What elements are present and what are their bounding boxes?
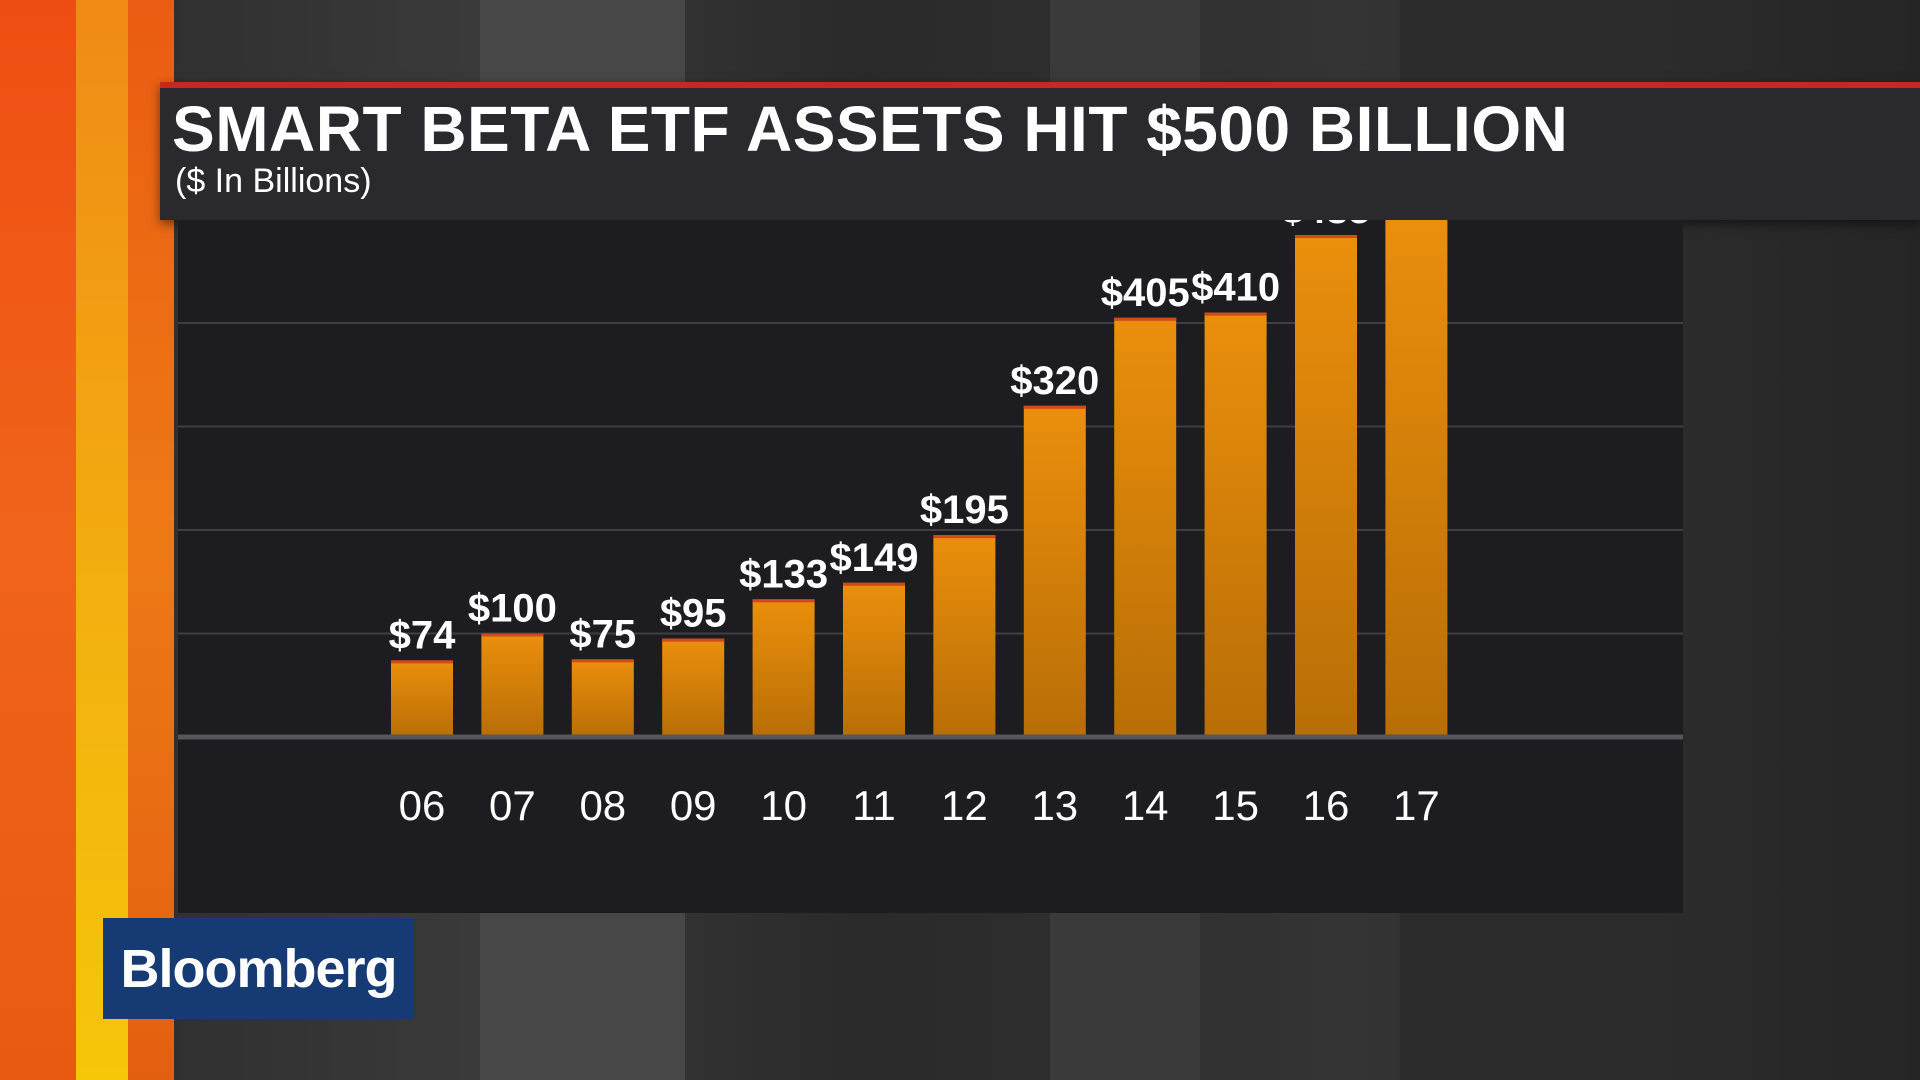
bar-top-edge-07 xyxy=(481,633,544,637)
bar-08 xyxy=(571,659,634,737)
bar-top-edge-09 xyxy=(662,638,725,642)
bar-09 xyxy=(662,638,725,737)
data-label-16: $485 xyxy=(1282,220,1371,232)
x-tick-label-06: 06 xyxy=(399,782,446,829)
data-label-09: $95 xyxy=(660,592,727,636)
bar-top-edge-15 xyxy=(1204,312,1267,316)
x-tick-label-17: 17 xyxy=(1393,782,1440,829)
data-label-08: $75 xyxy=(569,612,636,656)
bloomberg-logo: Bloomberg xyxy=(103,918,414,1019)
x-tick-label-13: 13 xyxy=(1031,782,1078,829)
chart-subtitle: ($ In Billions) xyxy=(175,162,372,200)
data-label-15: $410 xyxy=(1191,266,1280,310)
bar-16 xyxy=(1295,235,1357,737)
bar-top-edge-13 xyxy=(1023,405,1086,409)
bar-12 xyxy=(933,535,996,737)
bar-13 xyxy=(1023,405,1086,737)
bar-07 xyxy=(481,633,544,737)
x-tick-label-15: 15 xyxy=(1212,782,1259,829)
bar-15 xyxy=(1204,312,1267,737)
bar-top-edge-14 xyxy=(1114,317,1177,321)
x-tick-label-07: 07 xyxy=(489,782,536,829)
x-tick-label-16: 16 xyxy=(1303,782,1350,829)
data-label-07: $100 xyxy=(468,587,557,631)
bar-14 xyxy=(1114,317,1177,737)
bar-top-edge-16 xyxy=(1295,235,1357,239)
orange-stripe xyxy=(0,0,76,1080)
x-tick-label-10: 10 xyxy=(760,782,807,829)
bar-10 xyxy=(752,599,815,737)
yellow-stripe xyxy=(76,0,128,1080)
bar-top-edge-08 xyxy=(571,659,634,663)
data-label-11: $149 xyxy=(830,536,919,580)
x-tick-label-09: 09 xyxy=(670,782,717,829)
bar-11 xyxy=(843,582,905,737)
data-label-12: $195 xyxy=(920,488,1009,532)
x-tick-label-14: 14 xyxy=(1122,782,1169,829)
bar-06 xyxy=(391,660,453,737)
bar-top-edge-06 xyxy=(391,660,453,664)
data-label-14: $405 xyxy=(1101,271,1190,315)
bar-top-edge-11 xyxy=(843,582,905,586)
x-tick-label-12: 12 xyxy=(941,782,988,829)
x-tick-label-08: 08 xyxy=(579,782,626,829)
bar-17 xyxy=(1385,220,1448,737)
chart-title: SMART BETA ETF ASSETS HIT $500 BILLION xyxy=(172,93,1569,165)
data-label-10: $133 xyxy=(739,552,828,596)
bar-top-edge-12 xyxy=(933,535,996,539)
bar-top-edge-10 xyxy=(752,599,815,603)
data-label-06: $74 xyxy=(389,613,456,657)
bar-chart: $74 06 $100 07 $75 08 $95 09 $133 10 $149 11 $195 12 $… xyxy=(178,220,1683,829)
x-tick-label-11: 11 xyxy=(852,782,896,829)
data-label-13: $320 xyxy=(1010,359,1099,403)
title-bar xyxy=(160,82,1920,220)
